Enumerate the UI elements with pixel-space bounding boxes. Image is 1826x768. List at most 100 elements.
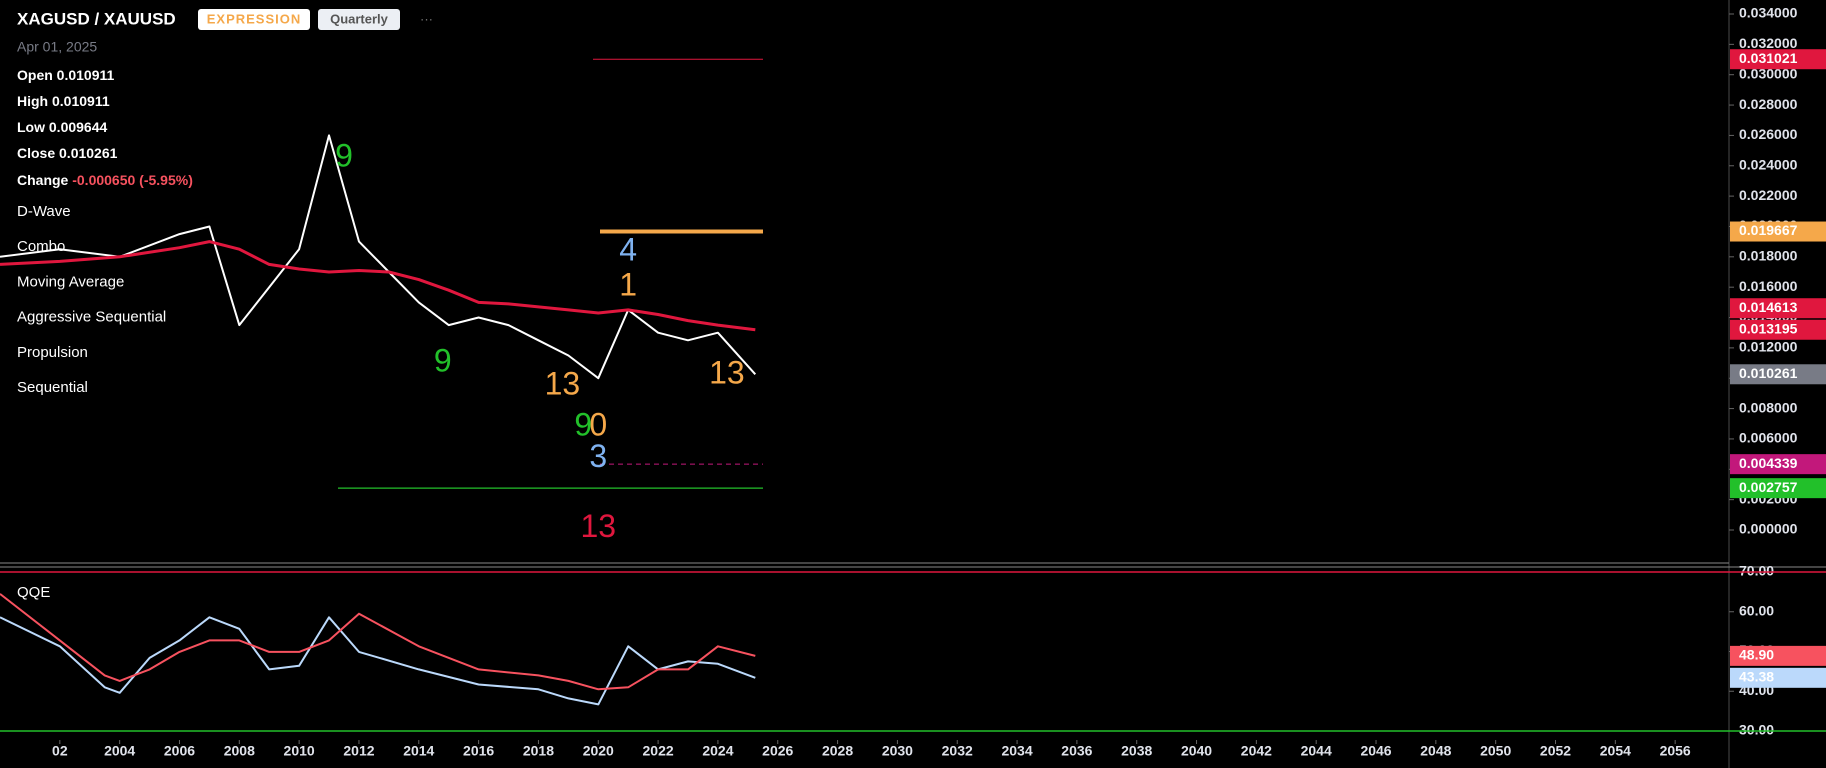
- plot-area: [0, 593, 756, 706]
- sequential-count: 4: [619, 232, 637, 268]
- ohlc-label: Low: [17, 119, 45, 135]
- ohlc-item: Open 0.010911: [17, 67, 115, 83]
- x-tick-label: 2006: [164, 743, 195, 759]
- change-label: Change: [17, 172, 69, 188]
- x-tick-label: 2048: [1420, 743, 1451, 759]
- y-tick-label: 0.008000: [1739, 399, 1798, 415]
- price-tag-label: 0.004339: [1739, 455, 1798, 471]
- x-tick-label: 2036: [1061, 743, 1092, 759]
- indicator-label[interactable]: Moving Average: [17, 273, 124, 290]
- ohlc-label: Close: [17, 145, 55, 161]
- price-tag: [1730, 454, 1826, 475]
- price-tag-label: 0.014613: [1739, 299, 1798, 315]
- symbol[interactable]: XAGUSD / XAUUSD: [17, 9, 176, 28]
- series-line: [0, 240, 756, 332]
- sequential-count: 13: [580, 508, 616, 544]
- x-tick-label: 2056: [1660, 743, 1691, 759]
- indicator-label[interactable]: Aggressive Sequential: [17, 309, 166, 326]
- change-value: -0.000650 (-5.95%): [72, 172, 193, 188]
- x-tick-label: 2026: [762, 743, 793, 759]
- indicator-label[interactable]: D-Wave: [17, 203, 71, 220]
- x-tick-label: 2010: [284, 743, 315, 759]
- x-tick-label: 2044: [1301, 743, 1332, 759]
- change-label: Change -0.000650 (-5.95%): [17, 172, 193, 188]
- badge[interactable]: EXPRESSION: [207, 11, 302, 26]
- indicator-label[interactable]: Combo: [17, 238, 65, 255]
- x-tick-label: 2014: [403, 743, 434, 759]
- sequential-count: 13: [545, 365, 581, 401]
- x-tick-label: 2012: [343, 743, 374, 759]
- price-tag: [1730, 221, 1826, 242]
- price-tag-label: 0.019667: [1739, 222, 1798, 238]
- ohlc-value: 0.010911: [57, 67, 115, 83]
- y-tick-label: 0.034000: [1739, 5, 1798, 21]
- x-tick-label: 2018: [523, 743, 554, 759]
- price-tag: [1730, 49, 1826, 70]
- indicator-label[interactable]: Sequential: [17, 379, 88, 396]
- price-tag-label: 0.031021: [1739, 50, 1798, 66]
- x-tick-label: 2024: [702, 743, 733, 759]
- y-tick-label: 0.024000: [1739, 156, 1798, 172]
- interval-box[interactable]: [318, 9, 400, 30]
- price-tag-label: 48.90: [1739, 647, 1774, 663]
- sequential-count: 3: [589, 438, 607, 474]
- price-tag-label: 0.010261: [1739, 365, 1798, 381]
- y-tick-label: 60.00: [1739, 602, 1774, 618]
- price-tag: [1730, 319, 1826, 340]
- x-tick-label: 2034: [1001, 743, 1032, 759]
- x-tick-label: 2022: [643, 743, 674, 759]
- more-button[interactable]: ···: [420, 11, 433, 26]
- y-tick-label: 0.006000: [1739, 430, 1798, 446]
- sequential-count: 13: [709, 355, 745, 391]
- date: Apr 01, 2025: [17, 39, 97, 55]
- indicator-label[interactable]: Propulsion: [17, 344, 88, 361]
- y-tick-label: 0.022000: [1739, 187, 1798, 203]
- series-line: [0, 134, 757, 380]
- sequential-count: 9: [574, 406, 592, 442]
- y-tick-label: 0.012000: [1739, 339, 1798, 355]
- y-tick-label: 0.030000: [1739, 65, 1798, 81]
- x-tick-label: 2054: [1600, 743, 1631, 759]
- ohlc-value: 0.009644: [49, 119, 108, 135]
- series-line: [0, 593, 756, 691]
- y-tick-label: 0.000000: [1739, 521, 1798, 537]
- y-tick-label: 0.016000: [1739, 278, 1798, 294]
- badge-box[interactable]: [198, 9, 310, 30]
- x-tick-label: 2052: [1540, 743, 1571, 759]
- x-tick-label: 2032: [942, 743, 973, 759]
- x-tick-label: 2040: [1181, 743, 1212, 759]
- price-tag: [1730, 478, 1826, 499]
- price-tag: [1730, 298, 1826, 319]
- pane-title: QQE: [17, 584, 50, 601]
- ohlc-item: Low 0.009644: [17, 119, 107, 135]
- x-tick-label: 2050: [1480, 743, 1511, 759]
- interval[interactable]: Quarterly: [330, 11, 389, 26]
- ohlc-value: 0.010261: [59, 145, 118, 161]
- price-tag-label: 0.013195: [1739, 320, 1798, 336]
- ohlc-item: Close 0.010261: [17, 145, 118, 161]
- y-tick-label: 70.00: [1739, 563, 1774, 579]
- y-tick-label: 0.026000: [1739, 126, 1798, 142]
- sequential-count: 0: [589, 406, 607, 442]
- x-tick-label: 2046: [1360, 743, 1391, 759]
- sequential-count: 1: [619, 267, 637, 303]
- price-tag-label: 0.002757: [1739, 479, 1798, 495]
- y-tick-label: 0.028000: [1739, 96, 1798, 112]
- ohlc-item: High 0.010911: [17, 93, 110, 109]
- ohlc-label: High: [17, 93, 48, 109]
- price-tag: [1730, 667, 1826, 688]
- sequential-count: 9: [434, 343, 452, 379]
- y-tick-label: 0.018000: [1739, 248, 1798, 264]
- ohlc-label: Open: [17, 67, 53, 83]
- x-tick-label: 2042: [1241, 743, 1272, 759]
- price-tag: [1730, 364, 1826, 385]
- x-tick-label: 2008: [224, 743, 255, 759]
- price-tag: [1730, 645, 1826, 666]
- y-tick-label: 0.032000: [1739, 35, 1798, 51]
- price-tag-label: 43.38: [1739, 669, 1774, 685]
- y-tick-label: 30.00: [1739, 722, 1774, 738]
- sequential-count: 9: [335, 138, 353, 174]
- ohlc-value: 0.010911: [52, 93, 110, 109]
